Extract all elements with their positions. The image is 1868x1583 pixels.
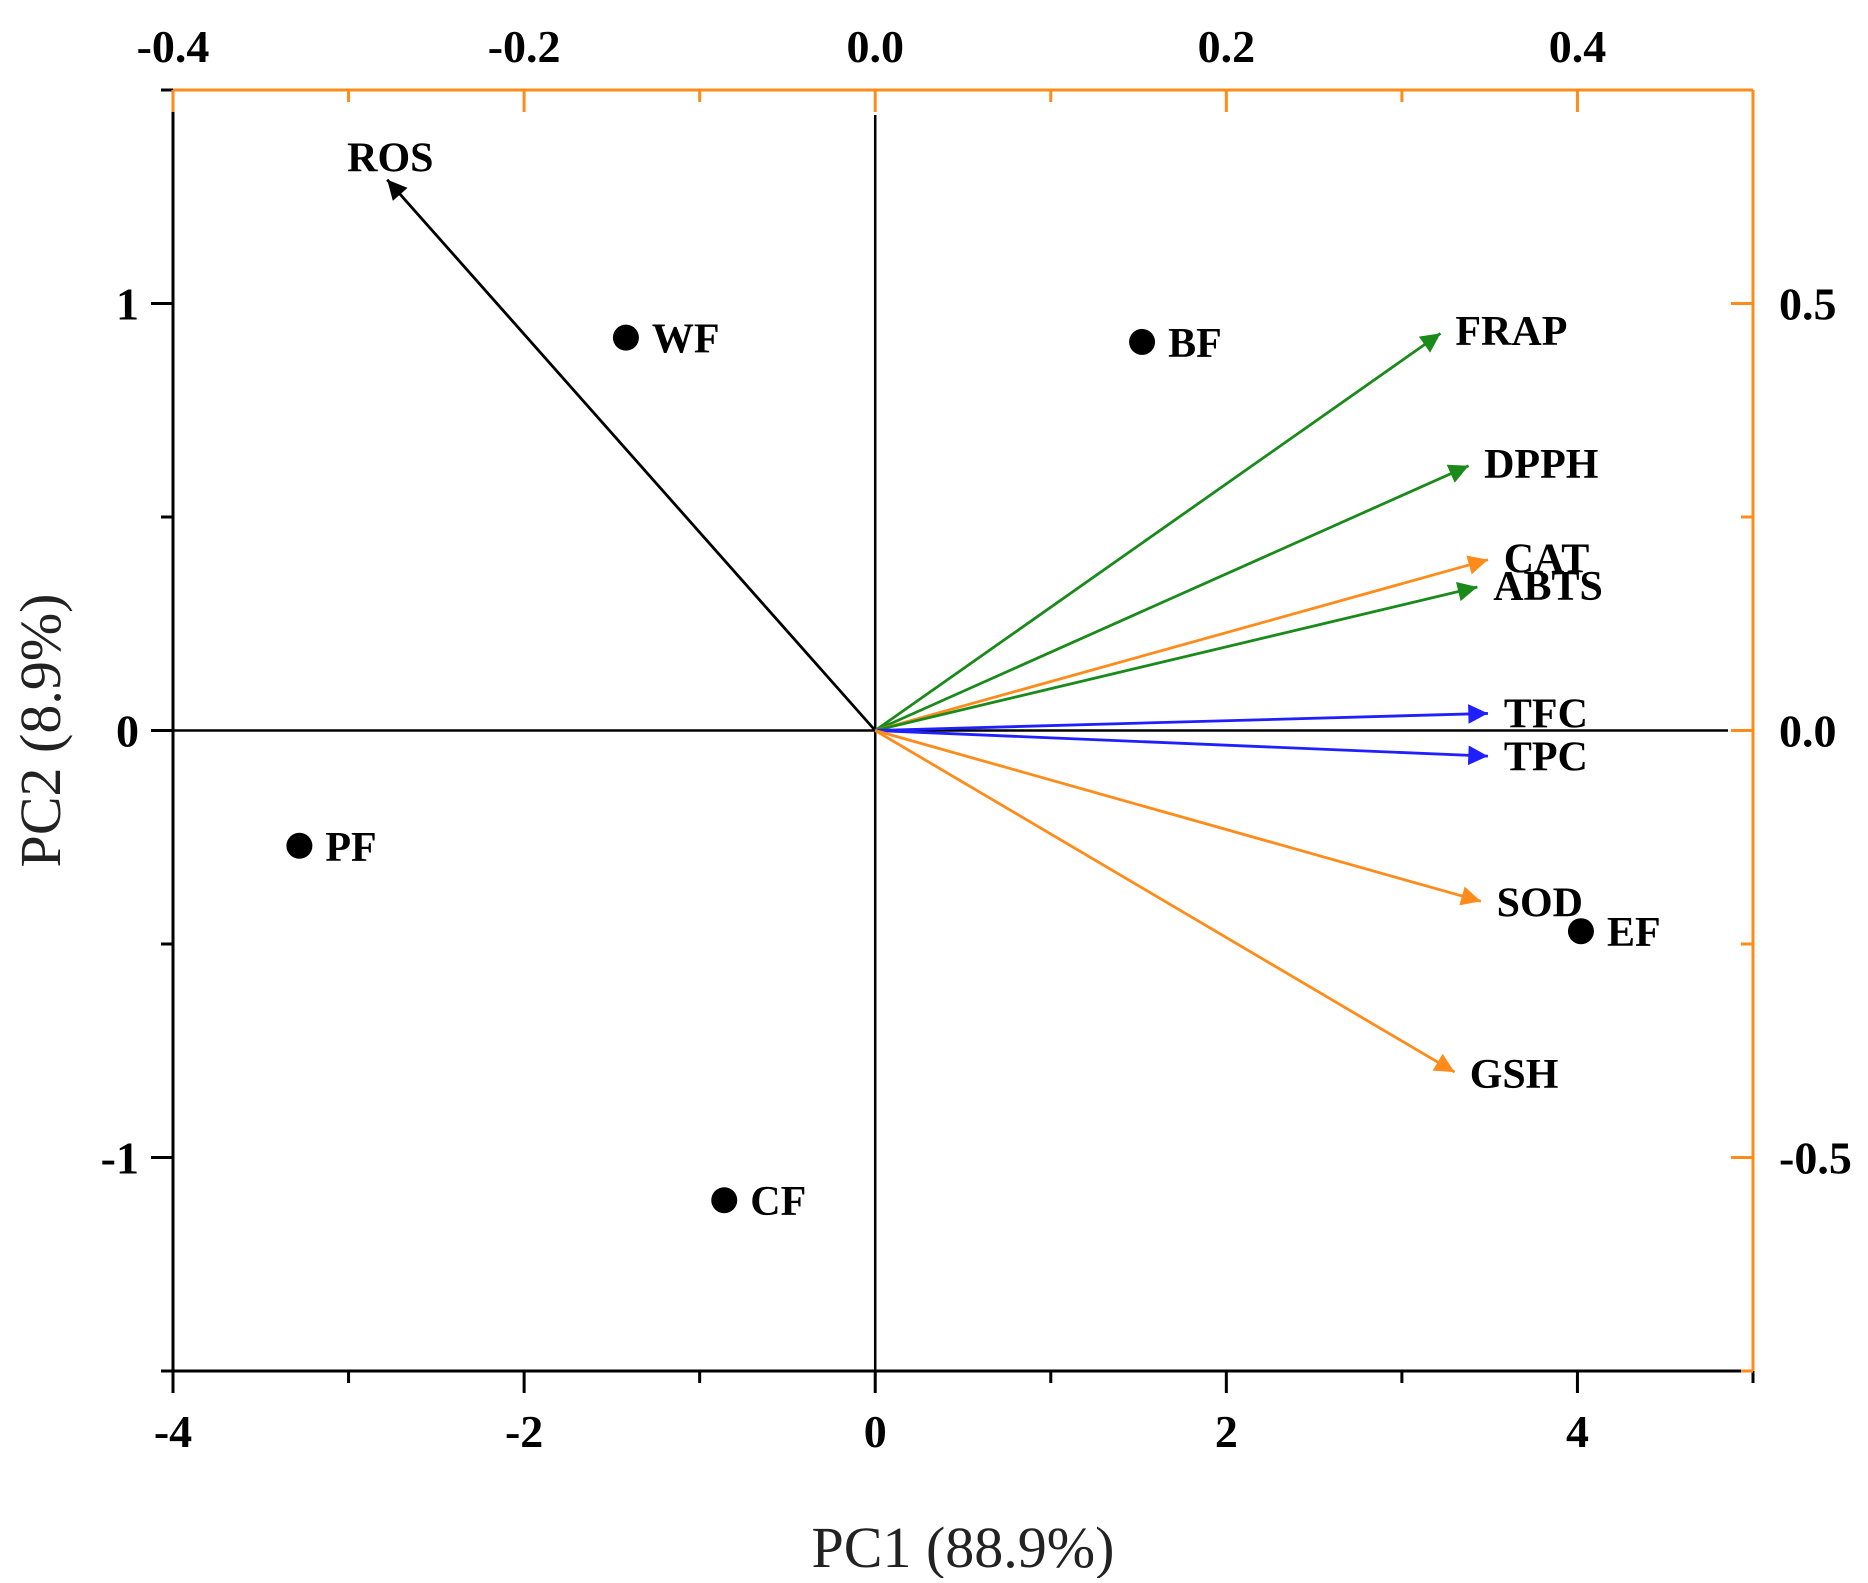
loading-vector-frap	[874, 332, 1442, 732]
top-tick-label: 0.0	[846, 21, 904, 72]
loading-label-abts: ABTS	[1493, 564, 1603, 610]
loading-vector-abts	[874, 582, 1478, 732]
top-tick-label: -0.4	[137, 21, 210, 72]
loading-vector-sod	[874, 729, 1482, 906]
right-tick-label: 0.5	[1779, 279, 1837, 330]
right-tick-label: 0.0	[1779, 706, 1837, 757]
loading-vector-gsh	[874, 729, 1456, 1074]
loading-label-tfc: TFC	[1504, 691, 1588, 737]
x-axis-title: PC1 (88.9%)	[812, 1515, 1115, 1578]
right-tick-label: -0.5	[1779, 1133, 1852, 1184]
loading-label-gsh: GSH	[1470, 1052, 1559, 1098]
observation-label-ef: EF	[1607, 910, 1661, 956]
loading-label-cat: CAT	[1504, 537, 1590, 583]
loading-vector-tfc	[875, 704, 1488, 732]
y-tick-label: 1	[116, 279, 139, 330]
top-tick-label: -0.2	[488, 21, 561, 72]
loading-label-ros: ROS	[347, 136, 433, 182]
top-tick-label: 0.4	[1549, 21, 1607, 72]
observation-point-bf	[1129, 328, 1156, 355]
y-axis-title: PC2 (8.9%)	[8, 594, 73, 868]
observation-point-pf	[286, 832, 313, 859]
loading-vector-tpc	[875, 729, 1488, 766]
x-tick-label: 2	[1215, 1406, 1238, 1457]
observation-label-cf: CF	[750, 1179, 806, 1225]
loading-vector-cat	[874, 555, 1489, 732]
loading-label-frap: FRAP	[1455, 309, 1567, 355]
observation-label-pf: PF	[325, 825, 376, 871]
observation-point-ef	[1567, 918, 1594, 945]
observation-label-bf: BF	[1168, 321, 1222, 367]
x-tick-label: -2	[505, 1406, 543, 1457]
top-tick-label: 0.2	[1198, 21, 1256, 72]
y-tick-label: -1	[101, 1133, 139, 1184]
loading-vector-dpph	[874, 464, 1470, 732]
x-tick-label: 4	[1566, 1406, 1589, 1457]
loading-label-tpc: TPC	[1504, 734, 1588, 780]
loading-label-sod: SOD	[1497, 880, 1583, 926]
observation-label-wf: WF	[652, 317, 720, 363]
loading-label-dpph: DPPH	[1484, 442, 1598, 488]
x-tick-label: -4	[154, 1406, 192, 1457]
y-tick-label: 0	[116, 706, 139, 757]
observation-point-wf	[612, 324, 639, 351]
loading-vector-ros	[386, 178, 877, 732]
observation-point-cf	[711, 1187, 738, 1214]
x-tick-label: 0	[864, 1406, 887, 1457]
